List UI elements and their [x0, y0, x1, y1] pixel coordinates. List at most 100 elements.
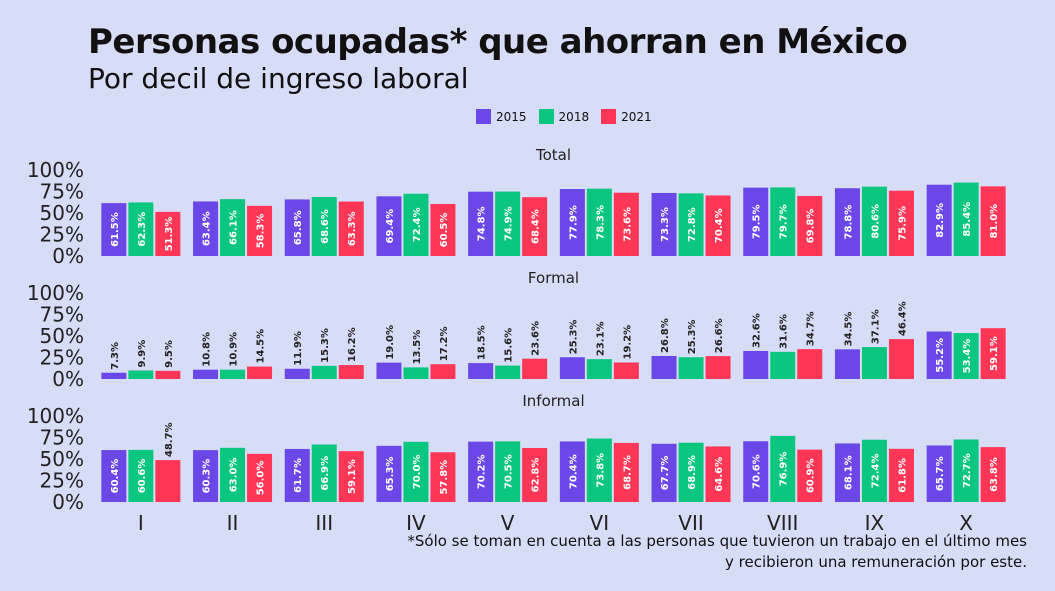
y-tick-label: 100% — [27, 404, 84, 428]
data-label: 85.4% — [962, 202, 973, 237]
bar-informal-2018-VII — [678, 442, 704, 502]
bar-informal-2015-VI — [559, 441, 585, 502]
data-label: 72.4% — [870, 454, 881, 489]
bar-formal-2015-X — [926, 331, 952, 379]
data-label: 57.8% — [439, 460, 450, 495]
bar-total-2015-III — [284, 199, 310, 256]
y-tick-label: 0% — [52, 367, 84, 391]
bar-informal-2018-VI — [586, 438, 612, 502]
legend-label-2018: 2018 — [558, 109, 590, 124]
data-label: 67.7% — [660, 456, 671, 491]
data-label: 68.1% — [843, 455, 854, 490]
data-label: 68.6% — [320, 209, 331, 244]
bar-total-2015-I — [101, 203, 127, 256]
data-label: 60.4% — [110, 459, 121, 494]
bar-formal-2015-II — [193, 369, 219, 379]
bar-total-2015-II — [193, 201, 219, 256]
bar-informal-2018-III — [311, 444, 337, 502]
data-label: 26.8% — [660, 318, 671, 353]
bar-formal-2018-III — [311, 365, 337, 379]
x-tick-label: VII — [678, 511, 703, 535]
bar-total-2015-VII — [651, 192, 677, 256]
data-label: 34.5% — [843, 312, 854, 347]
data-label: 72.7% — [962, 453, 973, 488]
data-label: 65.7% — [935, 456, 946, 491]
data-label: 68.4% — [531, 209, 542, 244]
data-label: 70.0% — [412, 455, 423, 490]
data-label: 69.4% — [385, 209, 396, 244]
bar-total-2021-I — [155, 211, 181, 256]
bar-formal-2021-VIII — [797, 349, 823, 379]
y-tick-label: 50% — [40, 201, 84, 225]
bar-informal-2021-V — [522, 447, 548, 502]
data-label: 82.9% — [935, 203, 946, 238]
x-tick-label: IV — [406, 511, 426, 535]
bar-total-2015-VI — [559, 189, 585, 256]
data-label: 79.5% — [752, 204, 763, 239]
bar-informal-2015-II — [193, 450, 219, 502]
bar-total-2021-VII — [705, 195, 731, 256]
bar-total-2021-IX — [888, 190, 914, 256]
legend-item-2015: 2015 — [476, 109, 527, 124]
bar-informal-2021-VII — [705, 446, 731, 502]
legend-swatch-2015 — [476, 109, 491, 124]
data-label: 61.5% — [110, 212, 121, 247]
bar-informal-2015-III — [284, 448, 310, 502]
data-label: 80.6% — [870, 204, 881, 239]
panel-title-formal: Formal — [528, 269, 579, 287]
data-label: 15.3% — [320, 328, 331, 363]
data-label: 74.9% — [504, 206, 515, 241]
data-label: 72.8% — [687, 207, 698, 242]
data-label: 59.1% — [989, 336, 1000, 371]
bar-formal-2021-X — [980, 328, 1006, 379]
data-label: 75.9% — [897, 206, 908, 241]
bar-formal-2015-IX — [834, 349, 860, 379]
bar-informal-2018-IV — [403, 441, 429, 502]
data-label: 15.6% — [504, 328, 515, 363]
y-tick-label: 0% — [52, 490, 84, 514]
bar-total-2015-IV — [376, 196, 402, 256]
data-label: 64.6% — [714, 457, 725, 492]
bar-total-2021-V — [522, 197, 548, 256]
bar-formal-2015-I — [101, 372, 127, 379]
bar-formal-2021-III — [338, 365, 364, 379]
data-label: 65.3% — [385, 457, 396, 492]
data-label: 60.6% — [137, 459, 148, 494]
data-label: 61.8% — [897, 458, 908, 493]
x-tick-label: IX — [865, 511, 885, 535]
bar-total-2021-VIII — [797, 195, 823, 256]
data-label: 37.1% — [870, 309, 881, 344]
data-label: 63.4% — [202, 211, 213, 246]
data-label: 62.3% — [137, 212, 148, 247]
x-tick-label: II — [227, 511, 239, 535]
data-label: 60.5% — [439, 213, 450, 248]
data-label: 17.2% — [439, 327, 450, 362]
bar-total-2021-X — [980, 186, 1006, 256]
bar-informal-2015-I — [101, 450, 127, 502]
bar-total-2018-X — [953, 182, 979, 256]
bar-total-2018-III — [311, 197, 337, 256]
bar-formal-2018-V — [495, 365, 521, 379]
bar-formal-2018-VII — [678, 357, 704, 379]
data-label: 79.7% — [779, 204, 790, 239]
data-label: 25.3% — [568, 320, 579, 355]
data-label: 70.4% — [568, 454, 579, 489]
data-label: 74.8% — [477, 206, 488, 241]
bar-informal-2018-II — [220, 447, 246, 502]
x-tick-label: III — [315, 511, 333, 535]
data-label: 70.2% — [477, 454, 488, 489]
data-label: 56.0% — [256, 461, 267, 496]
bar-formal-2021-V — [522, 358, 548, 379]
data-label: 26.6% — [714, 318, 725, 353]
data-label: 10.9% — [229, 332, 240, 367]
legend-swatch-2021 — [601, 109, 617, 124]
bar-total-2015-VIII — [743, 187, 769, 256]
data-label: 14.5% — [256, 329, 267, 364]
legend-item-2018: 2018 — [538, 109, 590, 124]
bar-informal-2018-X — [953, 439, 979, 502]
data-label: 63.3% — [347, 211, 358, 246]
legend-item-2021: 2021 — [601, 109, 652, 124]
bar-informal-2021-I — [155, 460, 181, 502]
bar-informal-2018-V — [495, 441, 521, 502]
